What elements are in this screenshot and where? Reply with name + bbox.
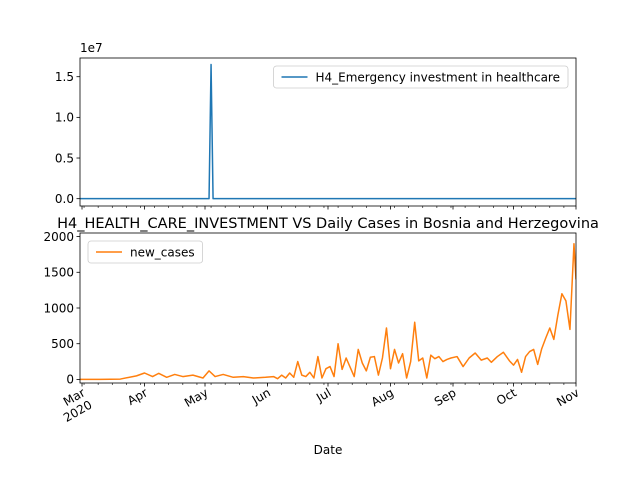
bottom-y-tick-label: 1500 bbox=[43, 266, 74, 280]
top-legend-label: H4_Emergency investment in healthcare bbox=[316, 71, 560, 85]
x-tick-label: May bbox=[182, 385, 210, 410]
bottom-x-axis-label: Date bbox=[314, 443, 343, 457]
top-y-tick-label: 0.0 bbox=[55, 192, 74, 206]
x-tick-label: Oct bbox=[494, 385, 519, 408]
top-y-tick-label: 1.0 bbox=[55, 111, 74, 125]
series-line-new-cases bbox=[80, 242, 576, 381]
x-tick-label: Jul bbox=[313, 385, 333, 405]
top-y-tick-label: 0.5 bbox=[55, 151, 74, 165]
bottom-legend-label: new_cases bbox=[130, 246, 195, 260]
top-legend: H4_Emergency investment in healthcare bbox=[273, 65, 569, 89]
bottom-subplot: 0 500 1000 1500 2000 Mar2020 Apr May Jun Jul Aug S… bbox=[43, 216, 598, 457]
x-tick-label: Sep bbox=[432, 385, 459, 408]
bottom-y-tick-label: 0 bbox=[66, 373, 74, 387]
x-tick-label: Jun bbox=[249, 385, 273, 407]
x-tick-label: Apr bbox=[125, 385, 150, 408]
top-legend-box bbox=[273, 65, 569, 89]
series-line-h4-emergency-investment-in-healthcare bbox=[80, 63, 576, 200]
bottom-legend: new_cases bbox=[87, 240, 203, 264]
x-tick-label: Nov bbox=[554, 385, 581, 409]
x-tick-label: Aug bbox=[369, 385, 396, 409]
bottom-legend-box bbox=[87, 240, 203, 264]
top-y-offset-label: 1e7 bbox=[80, 41, 103, 55]
bottom-y-tick-label: 500 bbox=[51, 337, 74, 351]
bottom-y-tick-label: 1000 bbox=[43, 301, 74, 315]
top-y-tick-label: 1.5 bbox=[55, 70, 74, 84]
x-tick-label: Mar2020 bbox=[54, 385, 95, 425]
top-subplot: 0.0 0.5 1.0 1.5 1e7 H4_Emergency investment… bbox=[55, 41, 577, 210]
bottom-y-tick-label: 2000 bbox=[43, 230, 74, 244]
bottom-chart-title: H4_HEALTH_CARE_INVESTMENT VS Daily Cases… bbox=[57, 216, 599, 232]
